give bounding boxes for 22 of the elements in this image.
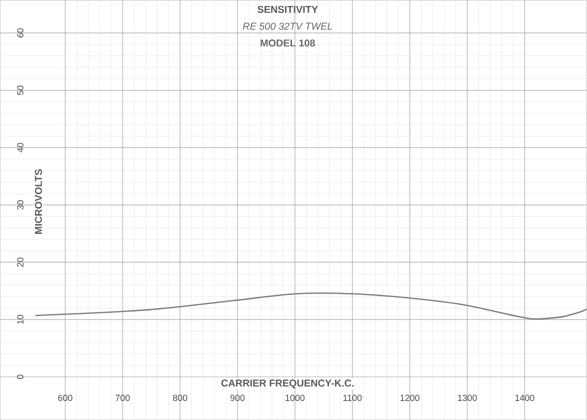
x-tick-label: 900 (230, 394, 245, 401)
y-tick-label: 10 (17, 314, 24, 324)
annotation: MODEL 108 (260, 39, 315, 46)
x-tick-label: 1100 (343, 394, 362, 401)
y-tick-label: 30 (17, 200, 24, 210)
y-tick-label: 40 (17, 142, 24, 152)
y-tick-label: 50 (17, 86, 24, 95)
text: RE 500 32TV TWEL (242, 22, 332, 30)
x-tick-label: 1000 (286, 394, 305, 401)
x-tick-label: 600 (58, 394, 72, 401)
x-tick-label: 800 (172, 394, 188, 401)
x-tick-label: 1400 (515, 394, 534, 401)
y-tick-label: 60 (17, 28, 24, 38)
x-axis-title: CARRIER FREQUENCY-K.C. (221, 379, 354, 388)
y-tick-label: 0 (17, 374, 24, 379)
chart-title: SENSITIVITY (258, 6, 318, 13)
x-tick-label: 1200 (400, 394, 420, 401)
x-tick-label: 700 (116, 394, 130, 401)
x-tick-label: 1300 (458, 394, 477, 401)
y-tick-label: 20 (17, 258, 24, 267)
y-axis-title: MICROVOLTS (34, 169, 42, 234)
line-series (34, 292, 587, 320)
